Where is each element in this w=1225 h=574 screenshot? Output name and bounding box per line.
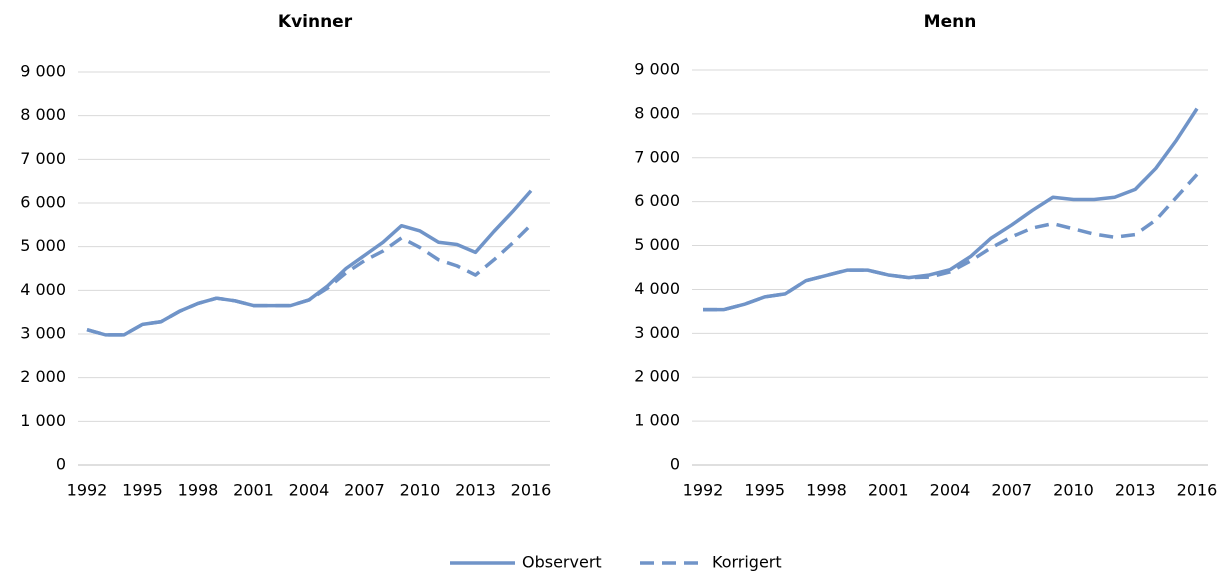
x-tick-label: 2016 [1177,481,1218,500]
x-tick-label: 1998 [178,481,219,500]
y-tick-label: 1 000 [634,411,680,430]
y-tick-label: 4 000 [634,279,680,298]
y-tick-label: 5 000 [20,236,66,255]
x-tick-label: 1992 [67,481,108,500]
x-tick-label: 2001 [868,481,909,500]
x-tick-label: 1995 [744,481,785,500]
x-tick-label: 2004 [930,481,971,500]
x-tick-label: 2004 [289,481,330,500]
chart-title: Kvinner [278,12,353,32]
y-tick-label: 1 000 [20,411,66,430]
x-tick-label: 2001 [233,481,274,500]
y-tick-label: 2 000 [20,367,66,386]
legend-label: Korrigert [712,553,782,572]
y-tick-label: 6 000 [20,193,66,212]
line-series [703,107,1199,312]
y-tick-label: 3 000 [20,324,66,343]
y-tick-label: 0 [670,455,680,474]
x-tick-label: 2016 [511,481,552,500]
y-tick-label: 0 [56,455,66,474]
legend-label: Observert [522,553,602,572]
y-tick-label: 7 000 [634,147,680,166]
x-tick-label: 2013 [455,481,496,500]
y-tick-label: 3 000 [634,323,680,342]
line-series [86,189,533,337]
y-tick-label: 8 000 [20,105,66,124]
line-series [86,223,533,337]
y-tick-label: 8 000 [634,103,680,122]
x-tick-label: 2013 [1115,481,1156,500]
y-tick-label: 7 000 [20,149,66,168]
x-tick-label: 2010 [1053,481,1094,500]
y-tick-label: 9 000 [634,60,680,79]
line-series [703,173,1199,312]
y-tick-label: 6 000 [634,191,680,210]
y-tick-label: 2 000 [634,367,680,386]
chart-title: Menn [924,12,977,32]
x-tick-label: 2007 [991,481,1032,500]
x-tick-label: 1995 [122,481,163,500]
x-tick-label: 1998 [806,481,847,500]
y-tick-label: 5 000 [634,235,680,254]
y-tick-label: 4 000 [20,280,66,299]
x-tick-label: 2010 [400,481,441,500]
y-tick-label: 9 000 [20,62,66,81]
x-tick-label: 1992 [683,481,724,500]
x-tick-label: 2007 [344,481,385,500]
